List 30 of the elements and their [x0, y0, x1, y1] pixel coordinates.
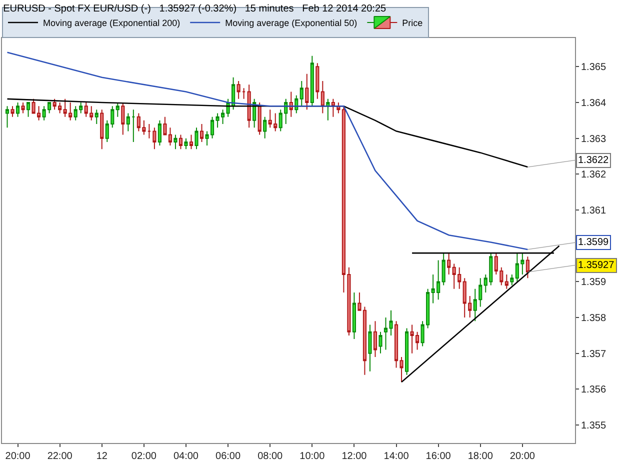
legend-label: Moving average (Exponential 200)	[43, 18, 180, 28]
x-tick-label: 12:00	[342, 451, 368, 462]
x-tick-label: 16:00	[426, 451, 452, 462]
legend-label: Moving average (Exponential 50)	[225, 18, 358, 28]
y-tick-label: 1.362	[581, 170, 606, 181]
x-tick-label: 18:00	[468, 451, 494, 462]
x-tick-label: 20:00	[5, 451, 31, 462]
x-tick-label: 12	[96, 451, 108, 462]
annotation: 1.3622	[578, 155, 610, 166]
annotation: 1.3599	[578, 237, 610, 248]
x-tick-label: 10:00	[300, 451, 326, 462]
annotation: 1.35927	[578, 260, 615, 271]
y-tick-label: 1.356	[581, 384, 606, 396]
x-tick-label: 20:00	[510, 451, 536, 462]
x-tick-label: 14:00	[384, 451, 410, 462]
x-tick-label: 08:00	[258, 451, 284, 462]
chart-title: EURUSD - Spot FX EUR/USD (-) 1.35927 (-0.32%) 15 minutes Feb 12 2014 20:25	[3, 4, 387, 15]
x-tick-label: 06:00	[216, 451, 241, 462]
y-tick-label: 1.365	[581, 62, 606, 74]
y-tick-label: 1.358	[581, 313, 606, 324]
y-tick-label: 1.361	[581, 206, 606, 217]
x-tick-label: 02:00	[131, 451, 157, 462]
y-tick-label: 1.364	[581, 98, 606, 110]
x-tick-label: 22:00	[47, 451, 73, 462]
x-tick-label: 04:00	[173, 451, 199, 462]
legend-label: Price	[402, 18, 423, 28]
y-tick-label: 1.359	[581, 277, 606, 288]
y-tick-label: 1.363	[581, 134, 606, 145]
y-tick-label: 1.357	[581, 348, 606, 360]
y-tick-label: 1.355	[581, 420, 606, 432]
